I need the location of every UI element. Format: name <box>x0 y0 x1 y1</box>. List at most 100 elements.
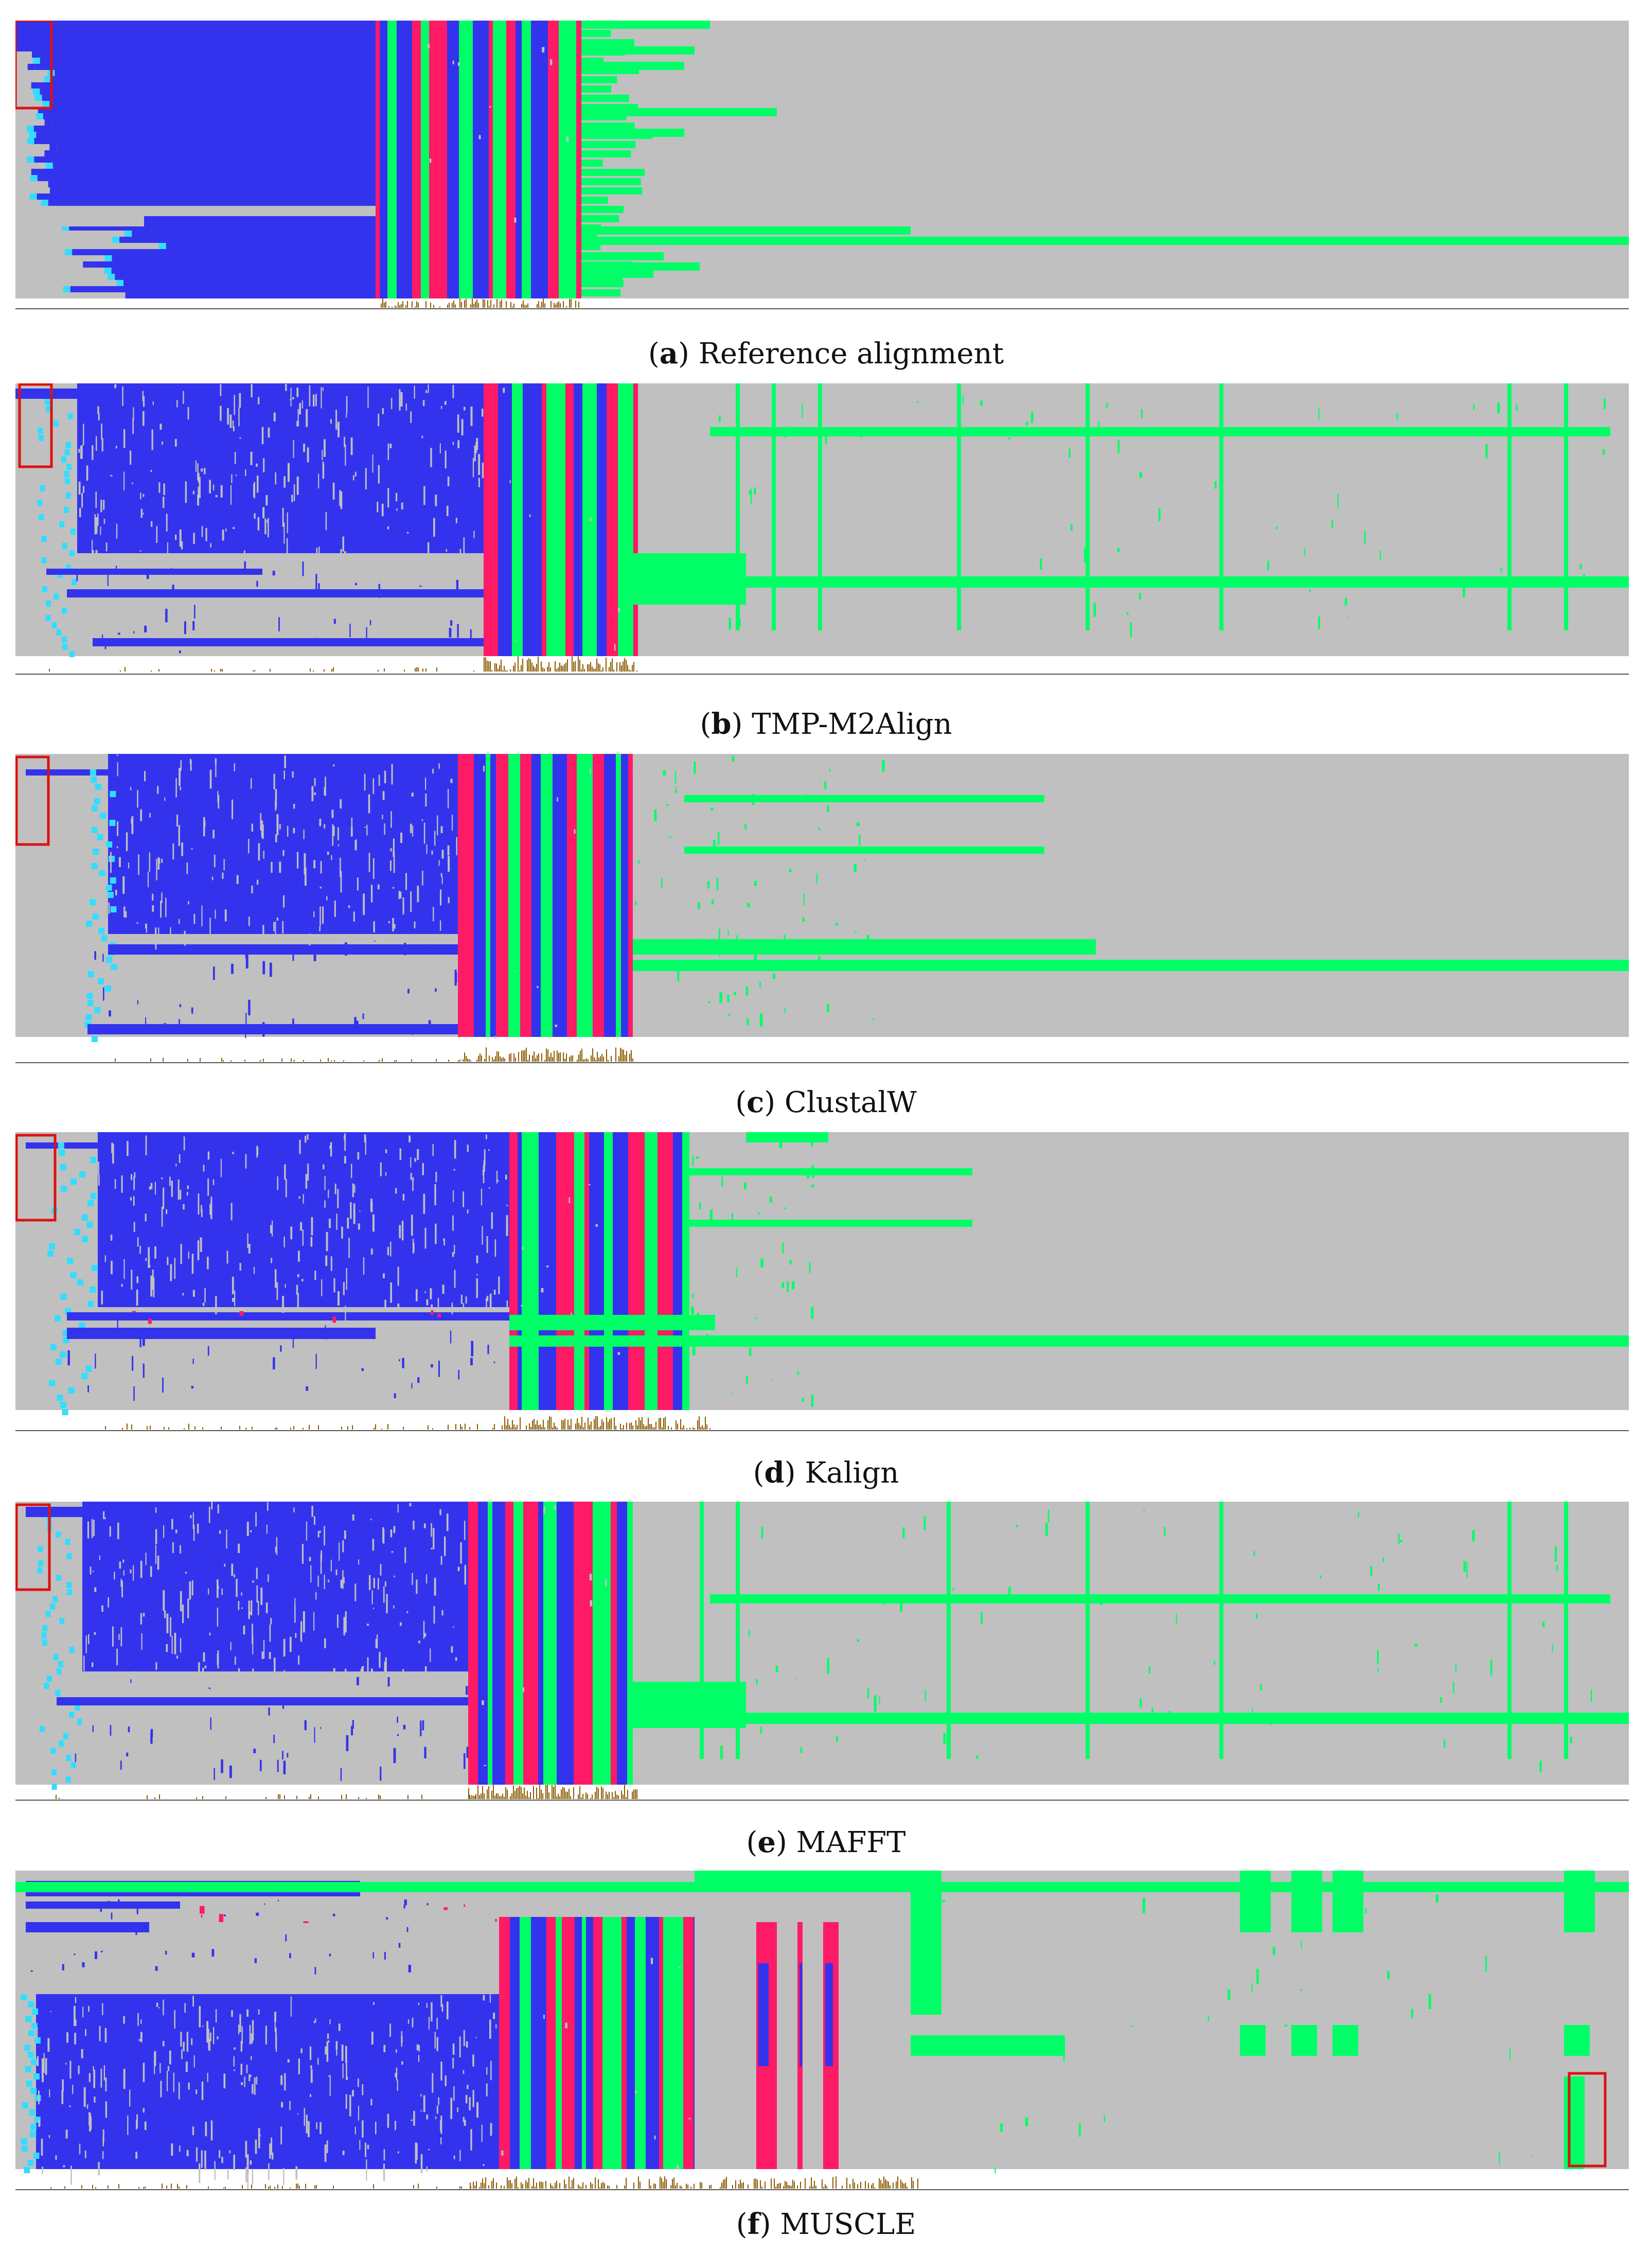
histogram-bar <box>453 301 454 308</box>
gap-speckle <box>36 2027 38 2038</box>
gap-speckle <box>256 1912 259 1916</box>
n-term-edge <box>85 1014 92 1020</box>
histogram-bar <box>544 303 545 308</box>
histogram-bar <box>392 306 393 308</box>
histogram-bar <box>346 1794 347 1799</box>
histogram-bar <box>624 2186 625 2189</box>
gap-speckle <box>135 2152 138 2159</box>
gap-speckle <box>325 512 327 531</box>
gap-speckle <box>171 1519 173 1529</box>
gap-speckle <box>399 1225 401 1239</box>
gap-speckle <box>202 1667 204 1684</box>
histogram-bar <box>578 1794 579 1799</box>
gap-speckle <box>431 1304 433 1315</box>
histogram-bar <box>485 2177 486 2189</box>
gap-speckle <box>283 770 285 780</box>
gap-speckle <box>250 1530 252 1533</box>
histogram-bar <box>578 302 579 308</box>
n-term-edge <box>90 1193 97 1199</box>
gap-speckle <box>217 1504 219 1513</box>
gap-speckle <box>311 786 314 801</box>
n-term-edge <box>94 1007 101 1013</box>
gap-speckle <box>675 789 678 794</box>
histogram-bar <box>597 1416 598 1430</box>
gap-speckle <box>195 460 197 472</box>
gap-speckle <box>424 1633 427 1637</box>
gap-speckle <box>162 2041 165 2047</box>
gap-speckle <box>784 935 786 941</box>
gap-speckle <box>1344 597 1347 606</box>
caption-f-name: MUSCLE <box>780 2208 916 2241</box>
histogram-bar <box>533 2178 534 2189</box>
tm-band <box>577 754 593 1037</box>
gap-speckle <box>209 2032 211 2041</box>
n-term-row <box>26 1901 180 1909</box>
gap-speckle <box>283 522 285 544</box>
gap-speckle <box>166 1613 169 1633</box>
gap-speckle <box>431 1547 433 1549</box>
gap-speckle <box>354 840 357 851</box>
tm-band <box>574 1132 584 1410</box>
gap-speckle <box>464 407 466 411</box>
histogram-bar <box>230 1060 232 1062</box>
gap-speckle <box>452 2057 454 2069</box>
histogram-bar <box>812 2186 813 2189</box>
histogram-bar <box>115 1058 116 1062</box>
tm-band <box>468 1502 478 1785</box>
gap-speckle <box>335 1569 337 1576</box>
gap-speckle <box>220 384 222 396</box>
gap-speckle <box>123 2069 126 2089</box>
gap-speckle <box>103 2065 105 2081</box>
gap-speckle <box>350 1202 352 1219</box>
gap-speckle <box>149 852 150 872</box>
histogram-bar <box>544 1427 545 1430</box>
gap-speckle <box>451 1646 453 1653</box>
gap-speckle <box>137 2013 139 2026</box>
histogram-bar <box>548 662 549 672</box>
gap-speckle <box>331 855 332 860</box>
gap-speckle <box>419 585 422 587</box>
histogram-bar <box>606 1049 607 1062</box>
gap-speckle <box>460 1542 462 1564</box>
gap-speckle <box>120 1578 122 1587</box>
tm-band <box>617 1502 627 1785</box>
tm-band <box>576 21 581 298</box>
gap-speckle <box>811 1307 814 1319</box>
alignment-plot-b <box>15 383 1629 675</box>
histogram-bar <box>721 2182 722 2189</box>
tm-band <box>492 1502 505 1785</box>
histogram-bar <box>506 301 507 308</box>
gap-speckle <box>252 2084 254 2094</box>
gap-speckle <box>135 1927 137 1935</box>
n-term-block <box>51 119 376 126</box>
caption-d: (d) Kalign <box>753 1456 899 1490</box>
histogram-bar <box>675 2186 676 2189</box>
gap-speckle <box>554 1505 556 1510</box>
histogram-bar <box>632 1058 633 1062</box>
gap-speckle <box>248 839 250 854</box>
gap-speckle <box>257 517 260 531</box>
n-term-edge <box>90 1157 97 1163</box>
gap-speckle <box>161 442 163 445</box>
histogram-bar <box>510 2180 511 2189</box>
gap-speckle <box>211 876 214 881</box>
n-term-edge <box>31 169 39 175</box>
gap-speckle <box>48 2135 50 2138</box>
tm-band <box>538 1502 543 1785</box>
gap-speckle <box>756 1679 758 1685</box>
n-term-edge <box>39 435 44 441</box>
histogram-bar <box>500 1056 501 1062</box>
histogram-bar <box>663 2181 664 2189</box>
gap-speckle <box>826 1004 829 1012</box>
n-term-edge <box>33 2153 40 2159</box>
gap-speckle <box>179 919 180 924</box>
gap-speckle <box>154 1182 156 1195</box>
gap-speckle <box>1602 449 1605 455</box>
gap-speckle <box>426 2003 428 2008</box>
gap-speckle <box>1260 1684 1262 1690</box>
gap-speckle <box>110 474 113 477</box>
gap-speckle <box>1555 1546 1557 1562</box>
gap-speckle <box>299 403 301 415</box>
gap-speckle <box>1047 1509 1050 1523</box>
histogram-bar <box>527 303 528 308</box>
